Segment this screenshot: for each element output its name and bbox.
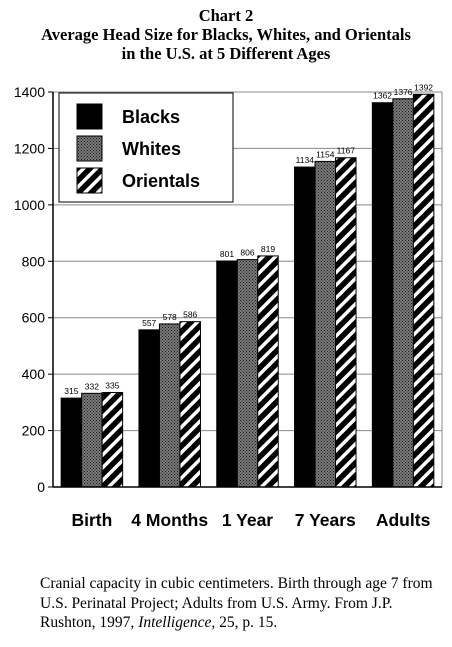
bar-blacks-birth [60, 397, 83, 488]
x-tick-label-adults: Adults [376, 510, 431, 530]
y-tick-label-200: 200 [22, 423, 46, 439]
x-tick-label-birth: Birth [71, 510, 112, 530]
data-label-blacks-birth: 315 [64, 386, 78, 396]
data-label-blacks-1-year: 801 [220, 249, 234, 259]
y-tick-label-400: 400 [22, 366, 46, 382]
data-label-blacks-4-months: 557 [142, 318, 156, 328]
data-label-orientals-adults: 1392 [414, 82, 433, 92]
data-label-whites-adults: 1376 [394, 87, 413, 97]
data-label-whites-1-year: 806 [240, 248, 254, 258]
data-label-blacks-adults: 1362 [373, 91, 392, 101]
data-label-orientals-7-years: 1167 [337, 146, 356, 156]
data-label-whites-4-months: 578 [163, 312, 177, 322]
legend-label-whites: Whites [122, 139, 181, 159]
bar-blacks-1-year [216, 260, 238, 488]
legend-label-blacks: Blacks [122, 107, 180, 127]
x-tick-label-7-years: 7 Years [295, 510, 356, 530]
y-tick-label-0: 0 [37, 479, 45, 495]
bar-blacks-7-years [294, 166, 316, 488]
y-tick-label-800: 800 [22, 253, 46, 269]
data-label-blacks-7-years: 1134 [296, 155, 315, 165]
legend-swatch-whites [76, 135, 103, 162]
chart-title: Chart 2 Average Head Size for Blacks, Wh… [0, 6, 452, 63]
bar-whites-4-months [158, 323, 181, 488]
title-line-2: Average Head Size for Blacks, Whites, an… [41, 25, 411, 44]
y-tick-label-1000: 1000 [14, 197, 45, 213]
title-line-3: in the U.S. at 5 Different Ages [121, 44, 331, 63]
x-tick-label-1-year: 1 Year [222, 510, 273, 530]
caption-journal: Intelligence [138, 614, 212, 631]
bar-whites-7-years [314, 160, 337, 488]
title-line-1: Chart 2 [198, 6, 254, 25]
bar-orientals-adults [412, 93, 435, 488]
x-tick-label-4-months: 4 Months [131, 510, 208, 530]
legend-swatch-blacks [76, 103, 103, 130]
data-label-orientals-4-months: 586 [183, 310, 197, 320]
bar-whites-birth [81, 392, 103, 488]
y-tick-label-600: 600 [22, 310, 46, 326]
data-label-whites-birth: 332 [85, 381, 99, 391]
bar-blacks-adults [371, 102, 394, 488]
bar-orientals-1-year [257, 255, 279, 488]
data-label-orientals-1-year: 819 [261, 244, 275, 254]
chart-caption: Cranial capacity in cubic centimeters. B… [40, 574, 445, 633]
caption-text-2: , 25, p. 15. [211, 614, 278, 631]
legend-label-orientals: Orientals [122, 171, 200, 191]
legend-swatch-orientals [76, 167, 103, 194]
bar-blacks-4-months [138, 329, 160, 488]
y-tick-label-1400: 1400 [14, 84, 45, 100]
caption-text-1: Cranial capacity in cubic centimeters. B… [40, 575, 433, 631]
bar-orientals-birth [101, 391, 124, 488]
data-label-whites-7-years: 1154 [316, 149, 335, 159]
bar-orientals-4-months [179, 321, 201, 488]
bar-whites-adults [392, 98, 414, 488]
y-tick-label-1200: 1200 [14, 140, 45, 156]
bar-whites-1-year [236, 259, 259, 488]
bar-orientals-7-years [335, 157, 357, 488]
data-label-orientals-birth: 335 [105, 380, 119, 390]
